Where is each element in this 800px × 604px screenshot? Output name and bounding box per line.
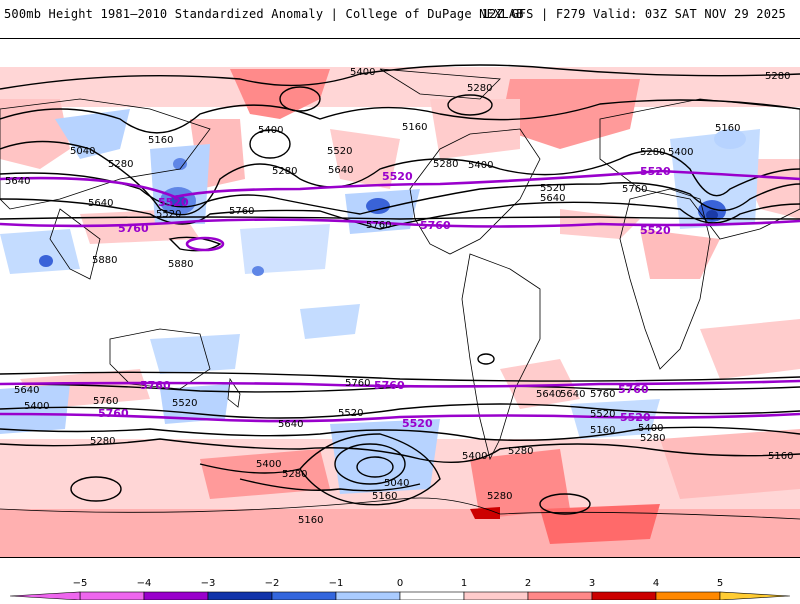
reference-contour-label: 5520 (402, 417, 433, 430)
contour-label: 5400 (24, 401, 49, 412)
colorbar-tick-label: −3 (201, 578, 216, 589)
contour-label: 5280 (765, 71, 790, 82)
contour-label: 5520 (156, 209, 181, 220)
colorbar-ticks: −5 −4 −3 −2 −1 0 1 2 3 4 5 (73, 578, 724, 589)
colorbar-svg: −5 −4 −3 −2 −1 0 1 2 3 4 5 (9, 578, 791, 601)
reference-contour-label: 5520 (640, 224, 671, 237)
contour-label: 5280 (282, 469, 307, 480)
contour-labels: 5400 5280 5280 5160 5040 5280 5400 5160 … (5, 67, 793, 526)
contour-label: 5160 (402, 122, 427, 133)
contour-label: 5880 (92, 255, 117, 266)
negative-anomaly-shading (0, 109, 760, 494)
colorbar-tick-label: 2 (525, 578, 531, 589)
reference-contour-label: 5760 (118, 222, 149, 235)
reference-contour-label: 5520 (620, 411, 651, 424)
colorbar-tick-label: 1 (461, 578, 467, 589)
colorbar-tick-label: −1 (329, 578, 344, 589)
contour-label: 5640 (14, 385, 39, 396)
contour-label: 5040 (384, 478, 409, 489)
colorbar-tick-label: −4 (137, 578, 152, 589)
contour-label: 5640 (536, 389, 561, 400)
colorbar-tick-label: 0 (397, 578, 403, 589)
colorbar-tick-label: −2 (265, 578, 280, 589)
contour-label: 5280 (108, 159, 133, 170)
contour-label: 5280 (433, 159, 458, 170)
reference-contour-label: 5520 (640, 165, 671, 178)
contour-label: 5280 (272, 166, 297, 177)
reference-contour-label: 5760 (420, 219, 451, 232)
reference-contour-label: 5520 (382, 170, 413, 183)
map-panel: 5400 5280 5280 5160 5040 5280 5400 5160 … (0, 38, 800, 558)
contour-label: 5400 (258, 125, 283, 136)
contour-label: 5760 (345, 378, 370, 389)
colorbar-swatch (79, 591, 145, 601)
colorbar-swatch (527, 591, 593, 601)
reference-contour-label: 5760 (98, 407, 129, 420)
colorbar-swatches (9, 591, 791, 601)
contour-label: 5520 (327, 146, 352, 157)
contour-label: 5760 (93, 396, 118, 407)
contour-label: 5280 (640, 433, 665, 444)
contour-label: 5400 (468, 160, 493, 171)
contour-label: 5400 (256, 459, 281, 470)
contour-label: 5640 (540, 193, 565, 204)
colorbar-swatch (207, 591, 273, 601)
colorbar-tick-label: −5 (73, 578, 88, 589)
model-run-info: 12Z GFS | F279 Valid: 03Z SAT NOV 29 202… (481, 7, 786, 21)
contour-label: 5760 (590, 389, 615, 400)
contour-label: 5040 (70, 146, 95, 157)
reference-contour-label: 5760 (618, 383, 649, 396)
colorbar-legend: −5 −4 −3 −2 −1 0 1 2 3 4 5 (0, 560, 800, 601)
contour-label: 5400 (668, 147, 693, 158)
contour-label: 5160 (298, 515, 323, 526)
colorbar-swatch (399, 591, 465, 601)
contour-label: 5520 (172, 398, 197, 409)
height-contours (0, 64, 800, 515)
contour-label: 5280 (90, 436, 115, 447)
colorbar-swatch (143, 591, 209, 601)
contour-label: 5520 (338, 408, 363, 419)
reference-contour-label: 5520 (158, 196, 189, 209)
contour-label: 5160 (148, 135, 173, 146)
header: 500mb Height 1981–2010 Standardized Anom… (0, 0, 800, 38)
reference-contour-label: 5760 (374, 379, 405, 392)
contour-label: 5400 (638, 423, 663, 434)
contour-label: 5640 (328, 165, 353, 176)
colorbar-tick-label: 5 (717, 578, 723, 589)
contour-label: 5520 (540, 183, 565, 194)
contour-label: 5640 (88, 198, 113, 209)
contour-label: 5400 (462, 451, 487, 462)
contour-label: 5400 (350, 67, 375, 78)
contour-label: 5280 (508, 446, 533, 457)
colorbar-swatch (463, 591, 529, 601)
colorbar-swatch (271, 591, 337, 601)
contour-label: 5280 (487, 491, 512, 502)
contour-label: 5280 (467, 83, 492, 94)
colorbar-swatch (591, 591, 657, 601)
contour-label: 5760 (366, 220, 391, 231)
contour-label: 5280 (640, 147, 665, 158)
contour-label: 5640 (560, 389, 585, 400)
colorbar-swatch (335, 591, 401, 601)
contour-label: 5760 (229, 206, 254, 217)
contour-label: 5160 (590, 425, 615, 436)
reference-contours (0, 169, 800, 423)
colorbar-tick-label: 3 (589, 578, 595, 589)
contour-label: 5640 (278, 419, 303, 430)
contour-label: 5760 (622, 184, 647, 195)
colorbar-low-arrow (9, 591, 81, 601)
contour-label: 5520 (590, 409, 615, 420)
contour-label: 5640 (5, 176, 30, 187)
contour-label: 5160 (372, 491, 397, 502)
colorbar-tick-label: 4 (653, 578, 659, 589)
colorbar-high-arrow (719, 591, 791, 601)
contour-label: 5160 (768, 451, 793, 462)
contour-label: 5160 (715, 123, 740, 134)
anomaly-map: 5400 5280 5280 5160 5040 5280 5400 5160 … (0, 39, 800, 557)
colorbar-swatch (655, 591, 721, 601)
contour-label: 5880 (168, 259, 193, 270)
reference-contour-label: 5760 (140, 379, 171, 392)
map-title: 500mb Height 1981–2010 Standardized Anom… (4, 7, 524, 21)
